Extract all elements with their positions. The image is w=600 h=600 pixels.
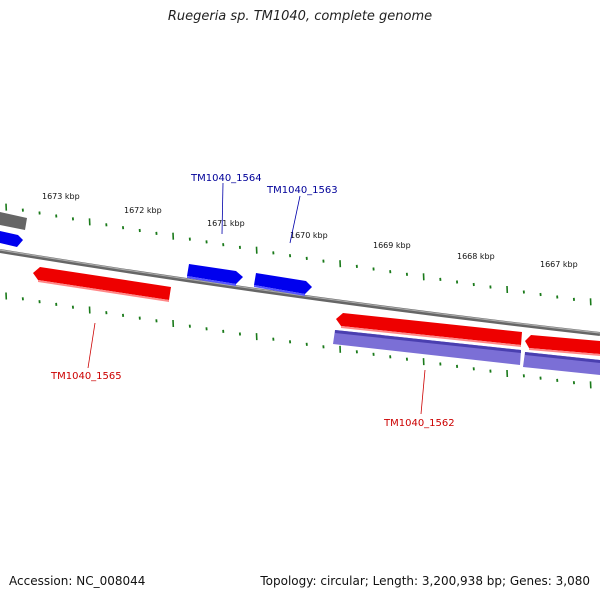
gene-feature-blue-edge[interactable] [0,231,23,247]
gene-feature-gray[interactable] [0,212,27,230]
tick-label-1670: 1670 kbp [290,231,328,240]
gene-feature-red-edge[interactable] [525,335,600,354]
gene-label-tm1040-1564[interactable]: TM1040_1564 [190,173,262,184]
cds-feature-2[interactable] [523,352,600,375]
accession-text: Accession: NC_008044 [9,574,146,588]
tick-label-1669: 1669 kbp [373,241,411,250]
leader-line-1563 [289,195,301,244]
topology-summary: Topology: circular; Length: 3,200,938 bp… [260,574,590,588]
tick-label-1673: 1673 kbp [42,192,80,201]
genome-backbone [0,249,600,336]
gene-feature-tm1040-1564[interactable] [187,264,243,284]
leader-line-1564 [221,182,224,235]
leader-line-1562 [420,369,426,415]
gene-feature-tm1040-1563[interactable] [254,273,312,294]
tick-label-1668: 1668 kbp [457,252,495,261]
tick-label-1671: 1671 kbp [207,219,245,228]
outer-tick-row [5,203,592,306]
map-title: Ruegeria sp. TM1040, complete genome [167,9,433,24]
gene-label-tm1040-1565[interactable]: TM1040_1565 [50,371,122,382]
cds-feature-1[interactable] [333,330,521,365]
tick-label-1667: 1667 kbp [540,260,578,269]
tick-label-1672: 1672 kbp [124,206,162,215]
gene-label-tm1040-1562[interactable]: TM1040_1562 [383,418,455,429]
leader-line-1565 [87,322,96,369]
gene-feature-tm1040-1562[interactable] [336,313,522,345]
inner-tick-row [5,292,592,389]
gene-label-tm1040-1563[interactable]: TM1040_1563 [266,185,338,196]
gene-feature-tm1040-1565[interactable] [33,267,171,300]
